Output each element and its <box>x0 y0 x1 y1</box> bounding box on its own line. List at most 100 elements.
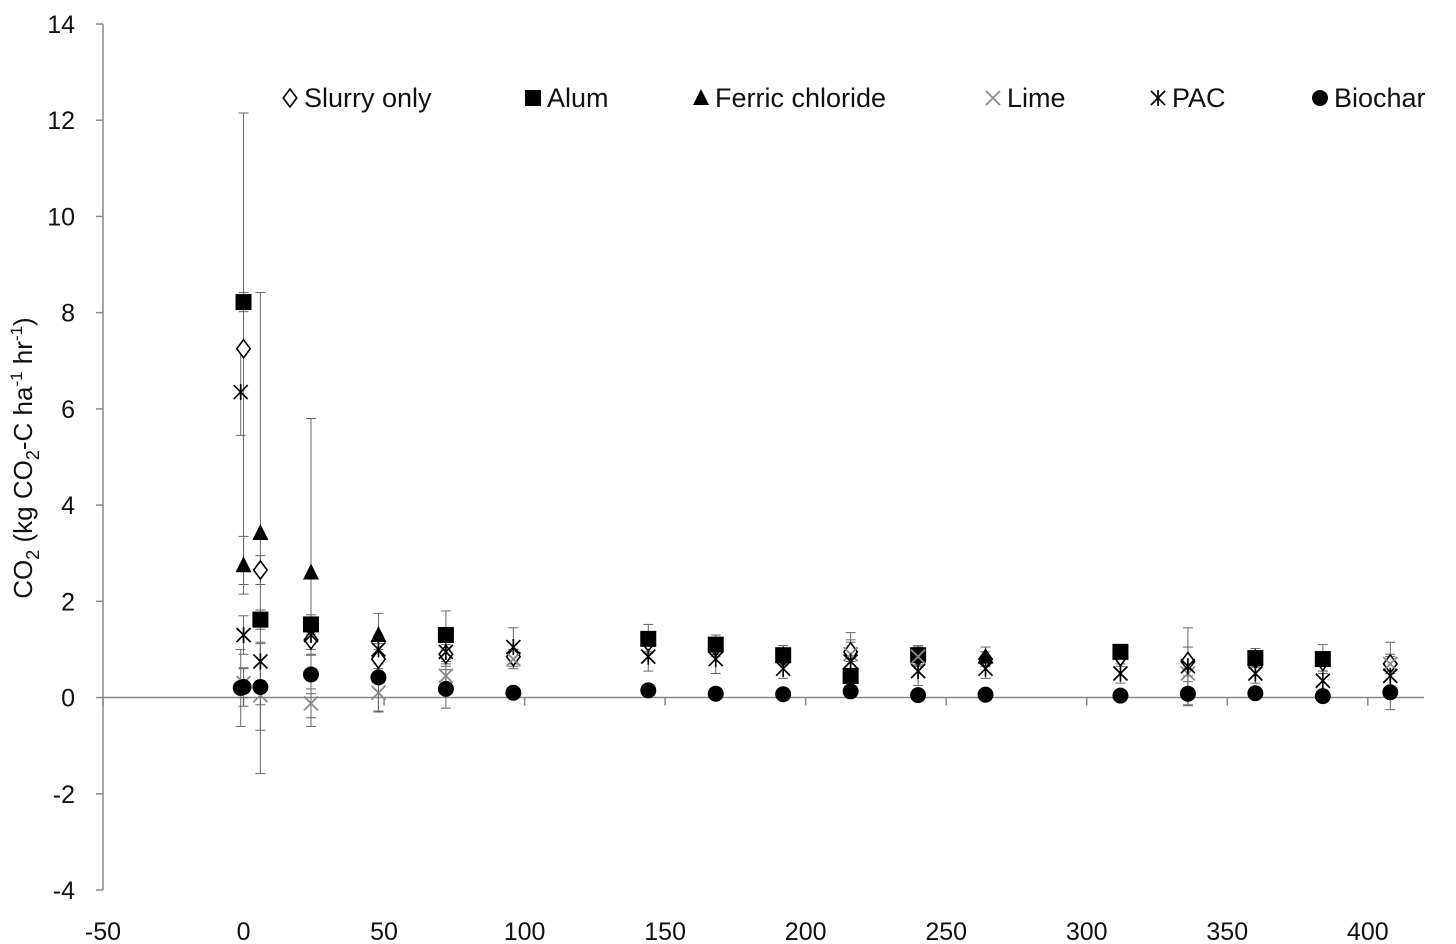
point-lime <box>1382 656 1398 672</box>
marker-shape <box>525 90 541 106</box>
point-ferric-chloride <box>252 524 269 541</box>
point-alum <box>235 294 252 311</box>
marker-shape <box>640 630 657 647</box>
point-alum <box>252 611 269 628</box>
point-slurry-only <box>252 559 269 581</box>
legend-item-pac: PAC <box>1150 83 1226 113</box>
point-pac <box>640 648 656 665</box>
point-pac <box>1112 665 1129 682</box>
marker-shape <box>437 627 454 644</box>
point-biochar <box>252 678 269 695</box>
point-biochar <box>1314 688 1331 705</box>
point-slurry-only <box>235 338 252 360</box>
marker-shape <box>775 647 792 664</box>
point-lime <box>438 668 454 684</box>
legend-label-biochar: Biochar <box>1334 83 1426 113</box>
legend-label-ferric-chloride: Ferric chloride <box>715 83 886 113</box>
marker-shape <box>282 87 298 109</box>
point-biochar <box>1247 685 1264 702</box>
point-alum <box>775 647 792 664</box>
marker-shape <box>707 636 724 653</box>
point-biochar <box>977 686 994 703</box>
point-biochar <box>505 684 522 701</box>
point-alum <box>707 636 724 653</box>
point-alum <box>1247 650 1264 667</box>
point-pac <box>252 653 268 670</box>
point-pac <box>843 653 859 670</box>
marker-shape <box>1112 643 1129 660</box>
point-biochar <box>1112 687 1129 704</box>
x-tick-label: 250 <box>925 918 967 944</box>
marker-shape <box>437 680 454 697</box>
marker-shape <box>505 684 522 701</box>
point-biochar <box>640 682 657 699</box>
point-pac <box>370 641 387 658</box>
legend-label-lime: Lime <box>1007 83 1066 113</box>
marker-shape <box>910 649 926 665</box>
marker-shape <box>1247 650 1264 667</box>
point-pac <box>1180 658 1196 675</box>
point-pac <box>775 660 791 677</box>
marker-shape <box>302 563 319 580</box>
legend-marker-biochar <box>1312 90 1328 106</box>
marker-shape <box>252 559 269 581</box>
point-alum <box>302 616 319 633</box>
marker-shape <box>370 648 387 670</box>
point-pac <box>1315 672 1331 689</box>
data-markers <box>232 294 1399 711</box>
marker-shape <box>303 695 319 711</box>
y-tick-label: 4 <box>61 492 75 520</box>
marker-shape <box>1312 90 1328 106</box>
marker-shape <box>1382 684 1399 701</box>
point-biochar <box>775 686 792 703</box>
y-tick-label: 6 <box>61 396 75 424</box>
point-pac <box>235 627 252 644</box>
legend-marker-lime <box>985 90 1001 106</box>
marker-shape <box>842 667 859 684</box>
marker-shape <box>370 669 387 686</box>
point-pac <box>708 651 724 668</box>
point-pac <box>233 384 249 401</box>
legend: Slurry only Alum Ferric chloride Lime PAC Bio… <box>282 83 1426 113</box>
marker-shape <box>977 686 994 703</box>
marker-shape <box>252 678 269 695</box>
point-biochar <box>910 687 927 704</box>
marker-shape <box>1112 687 1129 704</box>
x-tick-label: 0 <box>237 918 251 944</box>
point-ferric-chloride <box>235 556 252 573</box>
legend-item-lime: Lime <box>985 83 1066 113</box>
x-tick-label: 400 <box>1347 918 1389 944</box>
x-tick-label: 350 <box>1206 918 1248 944</box>
marker-shape <box>252 611 269 628</box>
marker-shape <box>977 647 994 664</box>
x-tick-label: -50 <box>85 918 121 944</box>
point-biochar <box>707 685 724 702</box>
point-biochar <box>437 680 454 697</box>
point-pac <box>438 643 454 660</box>
marker-shape <box>302 666 319 683</box>
point-biochar <box>842 683 859 700</box>
legend-marker-ferric-chloride <box>693 89 709 105</box>
marker-shape <box>1247 685 1264 702</box>
y-tick-label: 10 <box>47 203 75 231</box>
point-lime <box>370 685 387 701</box>
x-tick-label: 200 <box>785 918 827 944</box>
marker-shape <box>842 683 859 700</box>
point-biochar <box>370 669 387 686</box>
y-tick-label: 12 <box>47 107 75 135</box>
marker-shape <box>640 682 657 699</box>
marker-shape <box>1314 688 1331 705</box>
marker-shape <box>302 616 319 633</box>
x-tick-label: 50 <box>370 918 398 944</box>
y-tick-label: 8 <box>61 300 75 328</box>
legend-item-slurry-only: Slurry only <box>282 83 432 113</box>
marker-shape <box>707 685 724 702</box>
point-pac <box>977 660 994 677</box>
marker-shape <box>252 524 269 541</box>
point-ferric-chloride <box>370 626 387 643</box>
point-pac <box>1247 665 1263 682</box>
point-pac <box>910 663 926 680</box>
legend-marker-slurry-only <box>282 87 298 109</box>
marker-shape <box>775 686 792 703</box>
